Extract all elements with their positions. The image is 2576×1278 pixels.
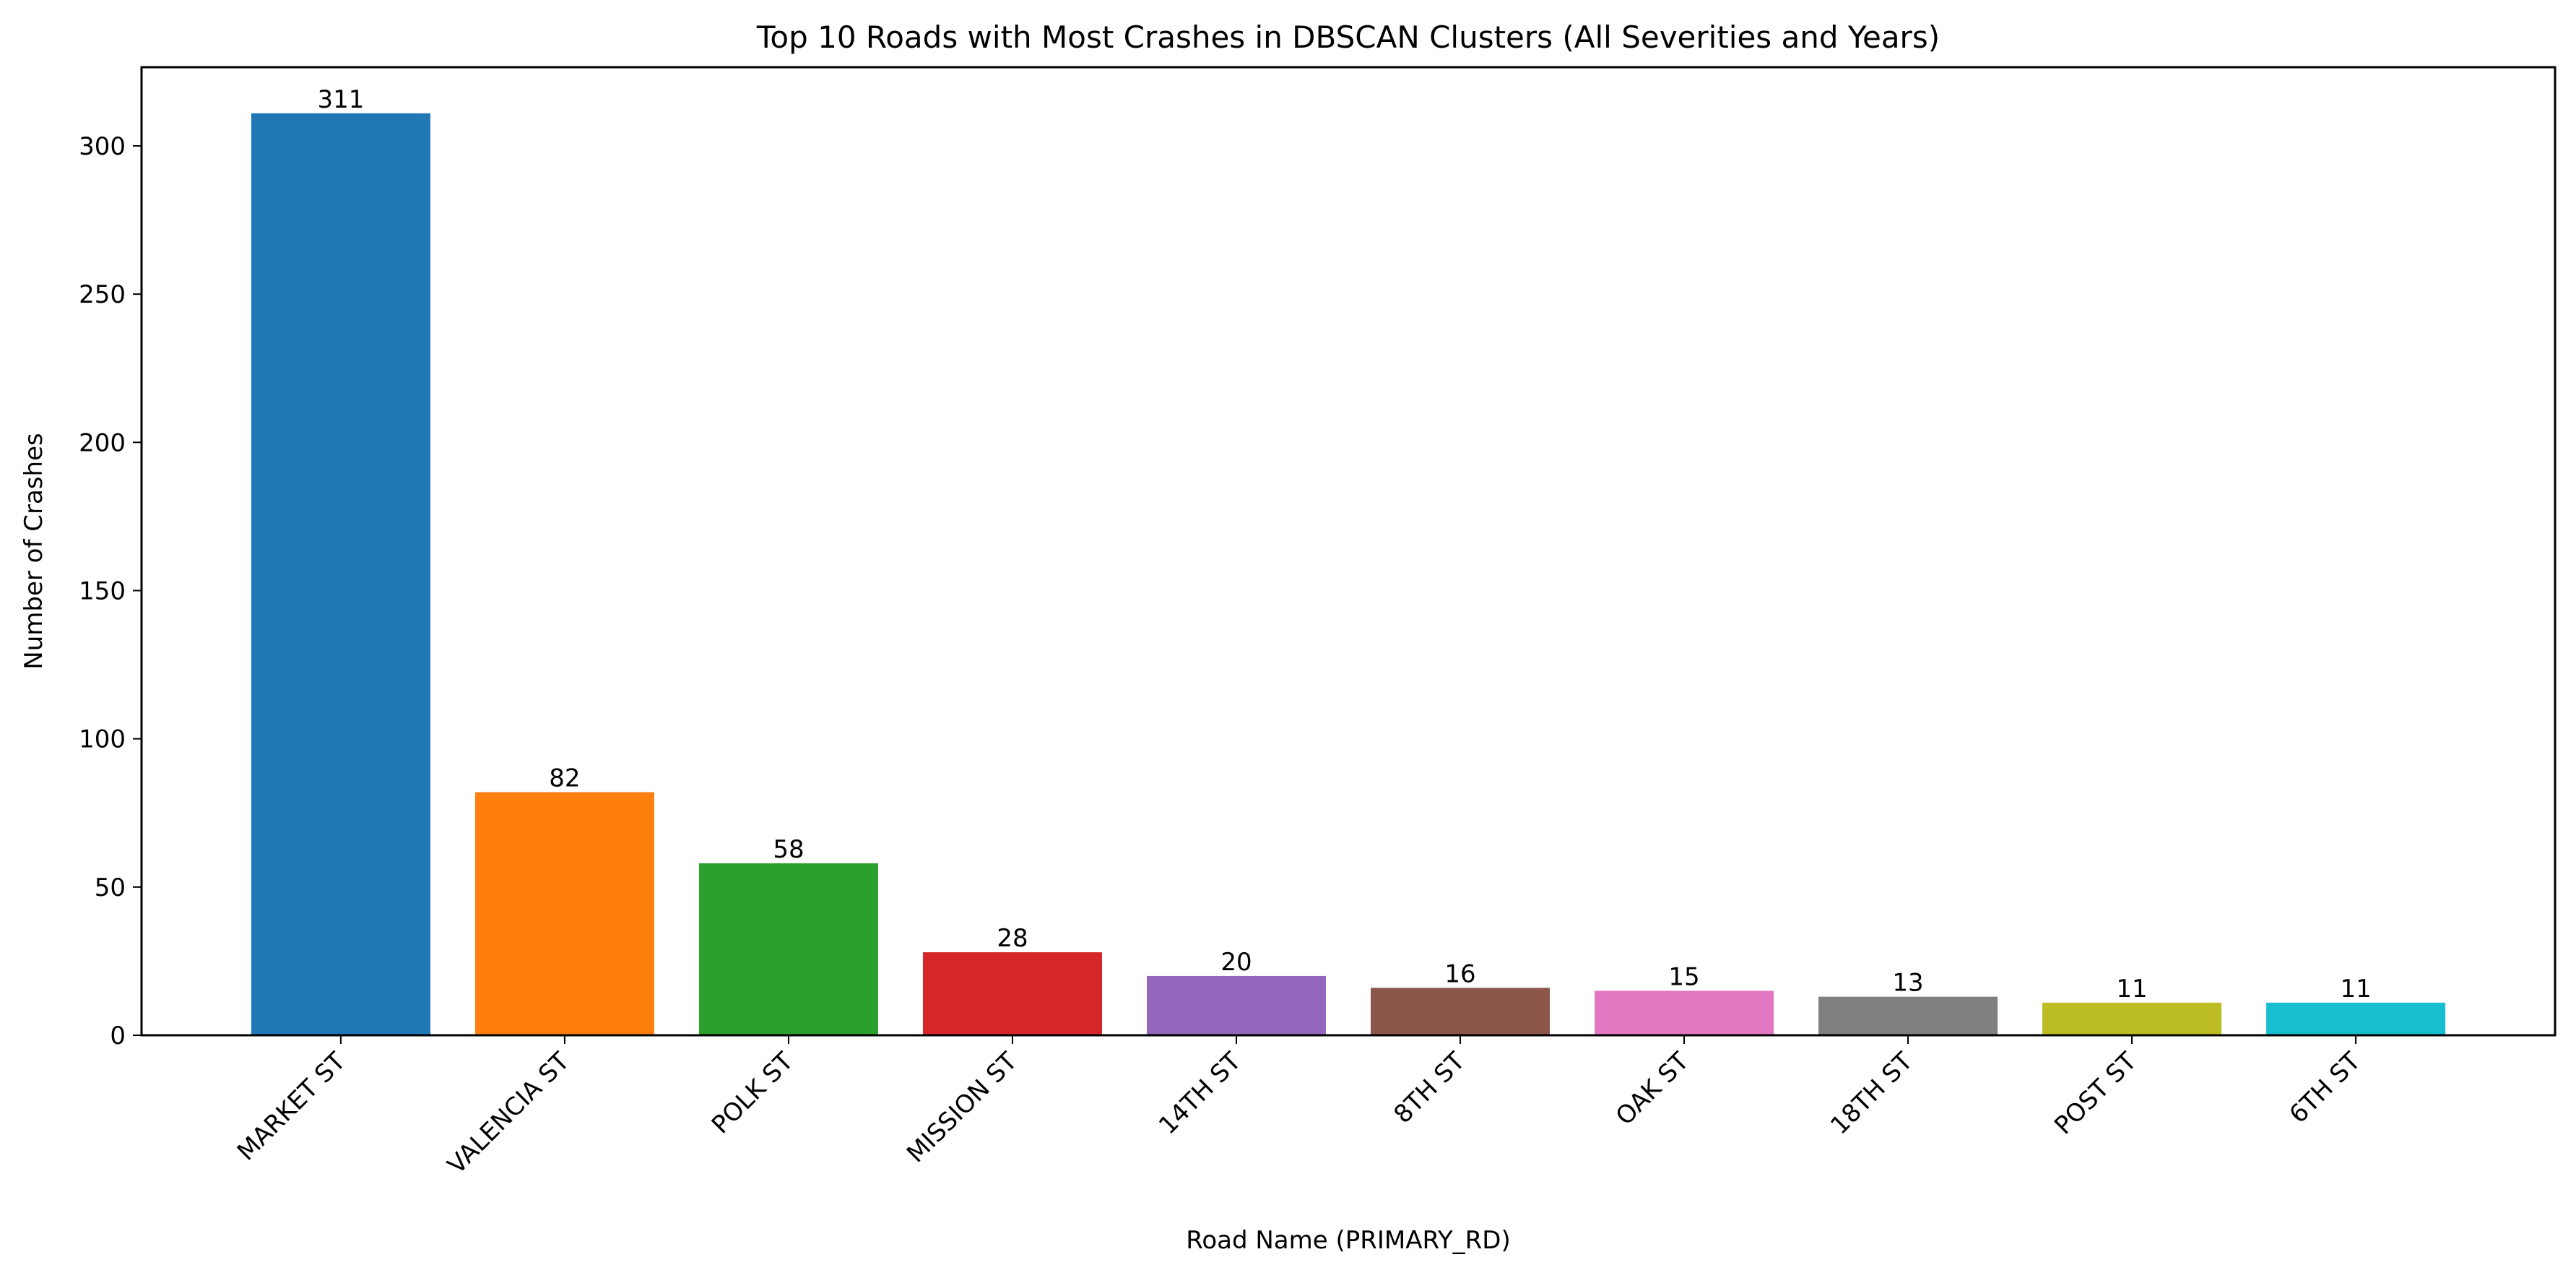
bar <box>922 952 1102 1035</box>
x-tick-label: VALENCIA ST <box>442 1047 575 1180</box>
bar <box>1146 975 1326 1035</box>
data-label: 28 <box>997 924 1028 953</box>
data-label: 13 <box>1892 969 1923 998</box>
x-tick-label: MISSION ST <box>901 1047 1023 1168</box>
data-label: 82 <box>549 764 580 793</box>
bar <box>698 863 878 1035</box>
data-label: 11 <box>2116 975 2147 1003</box>
bar <box>1371 988 1551 1035</box>
y-tick-label: 300 <box>79 132 126 161</box>
bar <box>1595 990 1774 1035</box>
y-tick-label: 100 <box>79 725 126 754</box>
y-tick-label: 200 <box>79 428 126 457</box>
x-tick-label: MARKET ST <box>232 1047 352 1167</box>
y-tick-label: 150 <box>79 577 126 605</box>
bar <box>251 113 430 1035</box>
x-axis-label: Road Name (PRIMARY_RD) <box>1186 1226 1511 1255</box>
data-label: 311 <box>317 85 364 114</box>
x-tick-label: POLK ST <box>706 1047 799 1140</box>
x-tick-label: POST ST <box>2049 1047 2142 1140</box>
y-tick-label: 250 <box>79 280 126 309</box>
bar <box>2266 1002 2446 1035</box>
data-label: 16 <box>1444 959 1475 988</box>
bar <box>474 792 654 1035</box>
data-label: 15 <box>1668 962 1699 991</box>
data-label: 20 <box>1220 948 1252 977</box>
data-label: 58 <box>773 835 804 864</box>
bar <box>1818 996 1998 1035</box>
x-tick-label: 18TH ST <box>1825 1047 1918 1140</box>
x-tick-label: 14TH ST <box>1153 1047 1246 1140</box>
data-label: 11 <box>2340 975 2371 1003</box>
y-axis-label: Number of Crashes <box>19 433 48 669</box>
x-tick-label: 8TH ST <box>1388 1047 1470 1129</box>
y-tick-label: 0 <box>110 1022 126 1050</box>
x-tick-label: 6TH ST <box>2284 1047 2367 1129</box>
bar <box>2042 1002 2222 1035</box>
plot-frame <box>140 66 2557 1037</box>
chart-title: Top 10 Roads with Most Crashes in DBSCAN… <box>756 20 1940 55</box>
x-tick-label: OAK ST <box>1610 1047 1695 1131</box>
y-tick-label: 50 <box>95 873 126 902</box>
